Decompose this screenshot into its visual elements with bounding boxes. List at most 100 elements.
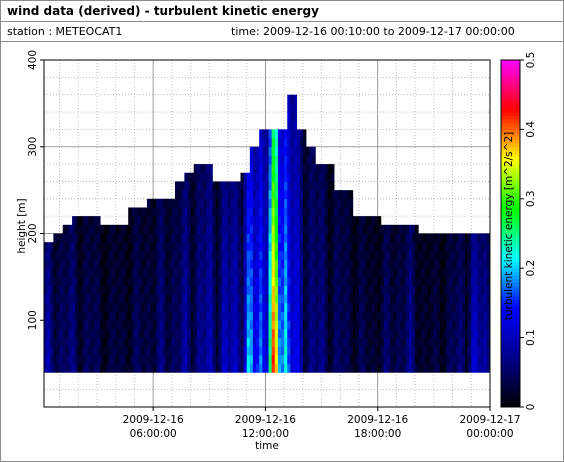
heatmap-cell [480, 294, 485, 304]
heatmap-cell [465, 276, 469, 286]
heatmap-cell [231, 207, 235, 217]
heatmap-cell [118, 346, 123, 356]
heatmap-cell [228, 337, 232, 347]
heatmap-cell [196, 172, 201, 182]
heatmap-cell [402, 242, 407, 252]
heatmap-cell [424, 259, 429, 269]
heatmap-cell [415, 268, 419, 278]
heatmap-cell [349, 259, 354, 269]
heatmap-cell [162, 302, 167, 312]
heatmap-cell [237, 328, 241, 339]
heatmap-cell [72, 285, 76, 295]
heatmap-cell [365, 242, 369, 252]
heatmap-cell [458, 285, 463, 295]
heatmap-cell [243, 302, 248, 312]
heatmap-cell [412, 259, 416, 269]
heatmap-cell [315, 346, 319, 356]
heatmap-cell [84, 294, 89, 304]
heatmap-cell [324, 285, 329, 295]
heatmap-cell [340, 216, 344, 226]
heatmap-cell [256, 363, 260, 373]
heatmap-cell [203, 242, 207, 252]
heatmap-cell [193, 354, 198, 365]
heatmap-cell [100, 337, 104, 347]
heatmap-cell [262, 320, 266, 330]
heatmap-cell [355, 346, 360, 356]
heatmap-cell [383, 294, 388, 304]
heatmap-cell [153, 328, 157, 339]
heatmap-cell [134, 302, 138, 312]
heatmap-cell [368, 242, 372, 252]
heatmap-cell [131, 224, 135, 234]
heatmap-cell [44, 346, 48, 356]
heatmap-cell [181, 328, 185, 339]
heatmap-cell [240, 216, 245, 226]
heatmap-cell [415, 242, 419, 252]
heatmap-cell [87, 302, 92, 312]
heatmap-cell [72, 276, 76, 286]
heatmap-cell [305, 337, 310, 347]
heatmap-cell [87, 216, 92, 226]
heatmap-cell [240, 302, 245, 312]
heatmap-cell [424, 294, 429, 304]
heatmap-cell [224, 302, 229, 312]
heatmap-cell [374, 233, 379, 243]
heatmap-cell [412, 233, 416, 243]
heatmap-cell [243, 285, 248, 295]
heatmap-cell [246, 242, 251, 252]
heatmap-cell [390, 328, 394, 339]
heatmap-cell [50, 294, 54, 304]
heatmap-cell [396, 268, 400, 278]
heatmap-cell [290, 294, 294, 304]
heatmap-cell [81, 285, 85, 295]
heatmap-cell [483, 276, 488, 286]
heatmap-cell [402, 328, 407, 339]
heatmap-cell [153, 259, 157, 269]
heatmap-cell [90, 294, 95, 304]
heatmap-cell [443, 242, 447, 252]
heatmap-cell [84, 242, 89, 252]
heatmap-cell [168, 250, 173, 260]
heatmap-cell [190, 311, 195, 321]
heatmap-cell [196, 233, 201, 243]
heatmap-cell [162, 224, 167, 234]
heatmap-cell [228, 285, 232, 295]
heatmap-cell [237, 354, 241, 365]
heatmap-cell [115, 328, 120, 339]
heatmap-cell [146, 207, 151, 217]
heatmap-cell [271, 138, 276, 148]
colorbar-segment [501, 171, 520, 176]
heatmap-cell [162, 207, 167, 217]
heatmap-cell [206, 354, 210, 365]
heatmap-cell [93, 233, 98, 243]
heatmap-cell [474, 250, 478, 260]
heatmap-cell [249, 268, 254, 278]
heatmap-cell [352, 276, 357, 286]
heatmap-cell [137, 363, 142, 373]
heatmap-cell [75, 294, 79, 304]
heatmap-cell [75, 216, 79, 226]
heatmap-cell [312, 198, 316, 208]
heatmap-cell [402, 320, 407, 330]
heatmap-cell [221, 224, 226, 234]
heatmap-cell [399, 320, 404, 330]
heatmap-cell [231, 320, 235, 330]
heatmap-cell [150, 207, 154, 217]
heatmap-cell [184, 363, 188, 373]
heatmap-cell [165, 224, 170, 234]
heatmap-cell [146, 363, 151, 373]
heatmap-cell [146, 233, 151, 243]
heatmap-cell [277, 363, 282, 373]
heatmap-cell [452, 276, 457, 286]
heatmap-cell [218, 224, 223, 234]
heatmap-cell [461, 337, 466, 347]
heatmap-cell [433, 242, 438, 252]
heatmap-cell [334, 250, 338, 260]
heatmap-cell [218, 207, 223, 217]
heatmap-cell [271, 198, 276, 208]
heatmap-cell [309, 216, 313, 226]
heatmap-cell [196, 242, 201, 252]
heatmap-cell [78, 276, 82, 286]
heatmap-cell [315, 242, 319, 252]
colorbar-segment [501, 334, 520, 339]
